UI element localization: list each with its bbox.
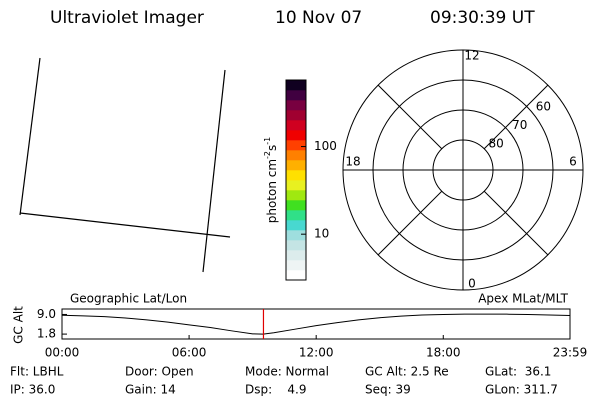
y-tick-label: 9.0: [37, 307, 56, 321]
info-field: Dsp: 4.9: [245, 383, 307, 397]
color-segment: [286, 240, 306, 251]
info-field: Flt: LBHL: [10, 365, 64, 379]
colorbar-frame: [285, 79, 307, 281]
polar-spoke: [377, 190, 443, 256]
polar-spoke: [483, 190, 549, 256]
colorbar-label-part: -2: [263, 151, 272, 159]
x-tick-label: 00:00: [45, 346, 80, 360]
color-segment: [286, 250, 306, 261]
polar-hour-label: 18: [345, 155, 360, 169]
colorbar-label-part: photon cm: [265, 159, 279, 223]
info-field: GLon: 311.7: [485, 383, 558, 397]
info-field: Seq: 39: [365, 383, 411, 397]
title: Ultraviolet Imager: [50, 8, 204, 28]
map-edge: [202, 69, 226, 273]
info-field: GLat: 36.1: [485, 365, 551, 379]
map-edge: [19, 57, 41, 216]
polar-spoke: [377, 84, 443, 150]
colorbar-label: photon cm-2s-1: [263, 137, 279, 224]
colorbar-tick-label: 10: [314, 227, 329, 241]
date: 10 Nov 07: [275, 8, 362, 28]
x-tick-label: 18:00: [426, 346, 461, 360]
color-segment: [286, 210, 306, 221]
chart-title-right: Apex MLat/MLT: [478, 292, 568, 306]
info-field: Mode: Normal: [245, 365, 329, 379]
polar-hour-label: 6: [569, 155, 577, 169]
color-segment: [286, 220, 306, 231]
colorbar-tick-label: 100: [314, 139, 337, 153]
color-segment: [286, 190, 306, 201]
polar-spoke: [483, 84, 549, 150]
color-segment: [286, 230, 306, 241]
colorbar-label-part: s: [265, 145, 279, 151]
color-segment: [286, 150, 306, 161]
map-edge: [19, 212, 231, 238]
info-field: Door: Open: [125, 365, 194, 379]
colorbar-label-part: -1: [263, 137, 272, 145]
x-tick-label: 06:00: [172, 346, 207, 360]
y-axis-label: GC Alt: [12, 306, 26, 344]
x-tick-label: 12:00: [299, 346, 334, 360]
color-segment: [286, 180, 306, 191]
info-field: GC Alt: 2.5 Re: [365, 365, 449, 379]
polar-hour-label: 12: [464, 49, 479, 63]
info-field: Gain: 14: [125, 383, 176, 397]
color-segment: [286, 200, 306, 211]
color-segment: [286, 170, 306, 181]
time: 09:30:39 UT: [430, 8, 535, 28]
y-tick-label: 1.8: [37, 327, 56, 341]
color-segment: [286, 100, 306, 111]
color-segment: [286, 140, 306, 151]
polar-ring-label: 70: [512, 118, 527, 132]
color-segment: [286, 160, 306, 171]
altitude-line: [61, 313, 571, 335]
geo-map: [19, 57, 231, 273]
color-segment: [286, 80, 306, 91]
polar-ring-label: 80: [488, 137, 503, 151]
info-field: IP: 36.0: [10, 383, 55, 397]
color-segment: [286, 260, 306, 271]
color-segment: [286, 90, 306, 101]
plot-frame: [61, 308, 571, 340]
color-segment: [286, 130, 306, 141]
color-segment: [286, 270, 306, 281]
chart-title-left: Geographic Lat/Lon: [70, 292, 187, 306]
x-tick-label: 23:59: [553, 346, 588, 360]
polar-ring-label: 60: [536, 100, 551, 114]
polar-hour-label: 0: [468, 277, 476, 291]
color-segment: [286, 120, 306, 131]
color-segment: [286, 110, 306, 121]
